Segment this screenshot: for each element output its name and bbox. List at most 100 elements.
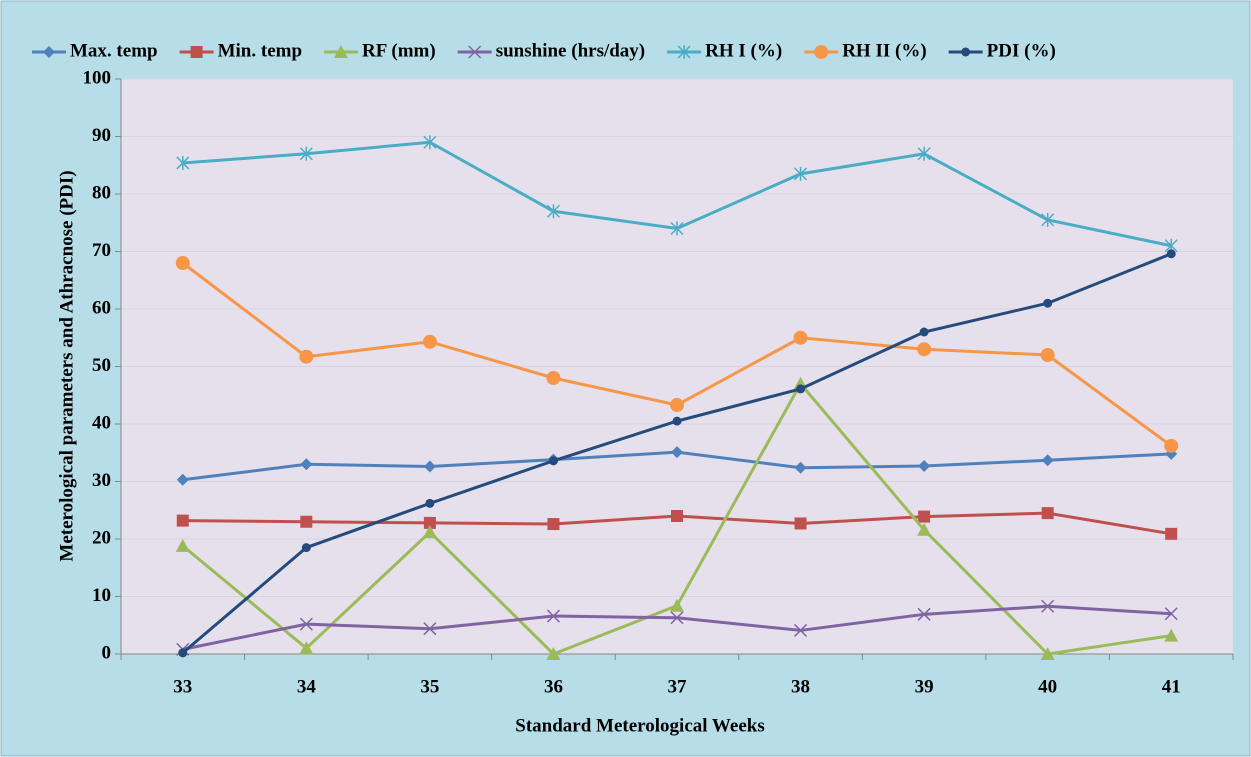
marker: [175, 538, 190, 552]
marker: [794, 517, 807, 530]
marker-shape: [1043, 298, 1053, 308]
marker-shape: [794, 623, 808, 637]
marker: [299, 146, 313, 161]
x-tick-label: 41: [1162, 676, 1181, 697]
marker-shape: [299, 349, 314, 364]
y-tick-label: 10: [92, 585, 111, 606]
marker-shape: [425, 498, 435, 508]
marker: [176, 155, 190, 170]
marker-shape: [423, 460, 436, 473]
marker: [423, 460, 436, 473]
marker-shape: [1041, 507, 1054, 520]
marker-shape: [547, 518, 560, 531]
marker-shape: [468, 45, 482, 59]
y-tick-label: 90: [92, 125, 111, 146]
marker: [672, 416, 682, 426]
marker: [917, 342, 932, 357]
marker-shape: [670, 598, 684, 612]
marker-shape: [961, 47, 971, 57]
marker-shape: [176, 473, 189, 486]
marker-shape: [548, 456, 558, 466]
marker-shape: [299, 146, 313, 161]
marker-shape: [175, 538, 190, 552]
x-tick-label: 39: [915, 676, 934, 697]
y-tick-label: 40: [92, 412, 111, 433]
marker-shape: [190, 46, 203, 58]
marker: [1166, 249, 1176, 259]
marker-shape: [1040, 348, 1055, 362]
marker: [299, 641, 314, 655]
marker-shape: [917, 522, 932, 536]
marker-shape: [670, 398, 684, 413]
marker: [190, 46, 203, 58]
y-tick-label: 50: [92, 355, 111, 376]
marker: [793, 330, 808, 345]
marker-shape: [301, 543, 311, 553]
y-tick-label: 80: [92, 182, 111, 203]
marker: [547, 518, 560, 531]
marker-shape: [670, 221, 684, 236]
marker: [796, 384, 806, 394]
marker: [425, 498, 435, 508]
legend-label: Min. temp: [218, 40, 302, 61]
marker: [794, 461, 807, 474]
marker-shape: [917, 342, 932, 357]
marker-shape: [1164, 607, 1178, 621]
marker: [546, 204, 560, 219]
x-tick-label: 34: [297, 676, 317, 697]
marker: [1164, 438, 1179, 453]
marker: [178, 648, 188, 658]
marker: [299, 617, 313, 631]
marker-shape: [796, 384, 806, 394]
marker-shape: [793, 330, 808, 345]
x-tick-label: 40: [1038, 676, 1057, 697]
marker: [300, 458, 313, 471]
marker: [301, 543, 311, 553]
x-axis-title: Standard Meterological Weeks: [515, 715, 764, 736]
marker-shape: [178, 648, 188, 658]
marker-shape: [1041, 212, 1055, 227]
marker-shape: [334, 45, 349, 58]
marker-shape: [546, 609, 560, 623]
marker: [423, 516, 436, 529]
y-tick-label: 70: [92, 240, 111, 261]
marker-shape: [919, 327, 929, 337]
marker: [422, 525, 437, 539]
marker: [814, 45, 829, 59]
marker: [677, 45, 691, 59]
marker-shape: [423, 516, 436, 529]
marker-shape: [1165, 527, 1178, 540]
y-tick-label: 0: [102, 642, 112, 663]
marker-shape: [300, 458, 313, 471]
marker-shape: [299, 617, 313, 631]
marker: [1164, 628, 1179, 642]
x-tick-label: 36: [544, 676, 563, 697]
legend-label: RH I (%): [705, 40, 782, 61]
marker: [918, 459, 931, 472]
marker-shape: [299, 641, 314, 655]
marker-shape: [423, 622, 437, 636]
marker: [918, 510, 931, 523]
marker-shape: [1040, 647, 1055, 660]
marker-shape: [43, 46, 55, 58]
marker: [1040, 348, 1055, 362]
legend-label: RF (mm): [362, 40, 436, 61]
marker-shape: [794, 461, 807, 474]
marker-shape: [1041, 599, 1055, 613]
marker-shape: [1041, 454, 1054, 467]
marker-shape: [671, 510, 683, 522]
marker: [671, 510, 683, 522]
marker: [917, 146, 931, 161]
legend-label: PDI (%): [987, 40, 1056, 61]
legend-label: RH II (%): [842, 40, 926, 61]
marker: [917, 607, 931, 621]
marker: [548, 456, 558, 466]
marker-shape: [918, 510, 931, 523]
marker-shape: [917, 607, 931, 621]
marker: [299, 349, 314, 364]
marker: [671, 446, 683, 459]
marker: [546, 609, 560, 623]
marker: [794, 623, 808, 637]
marker-shape: [176, 155, 190, 170]
